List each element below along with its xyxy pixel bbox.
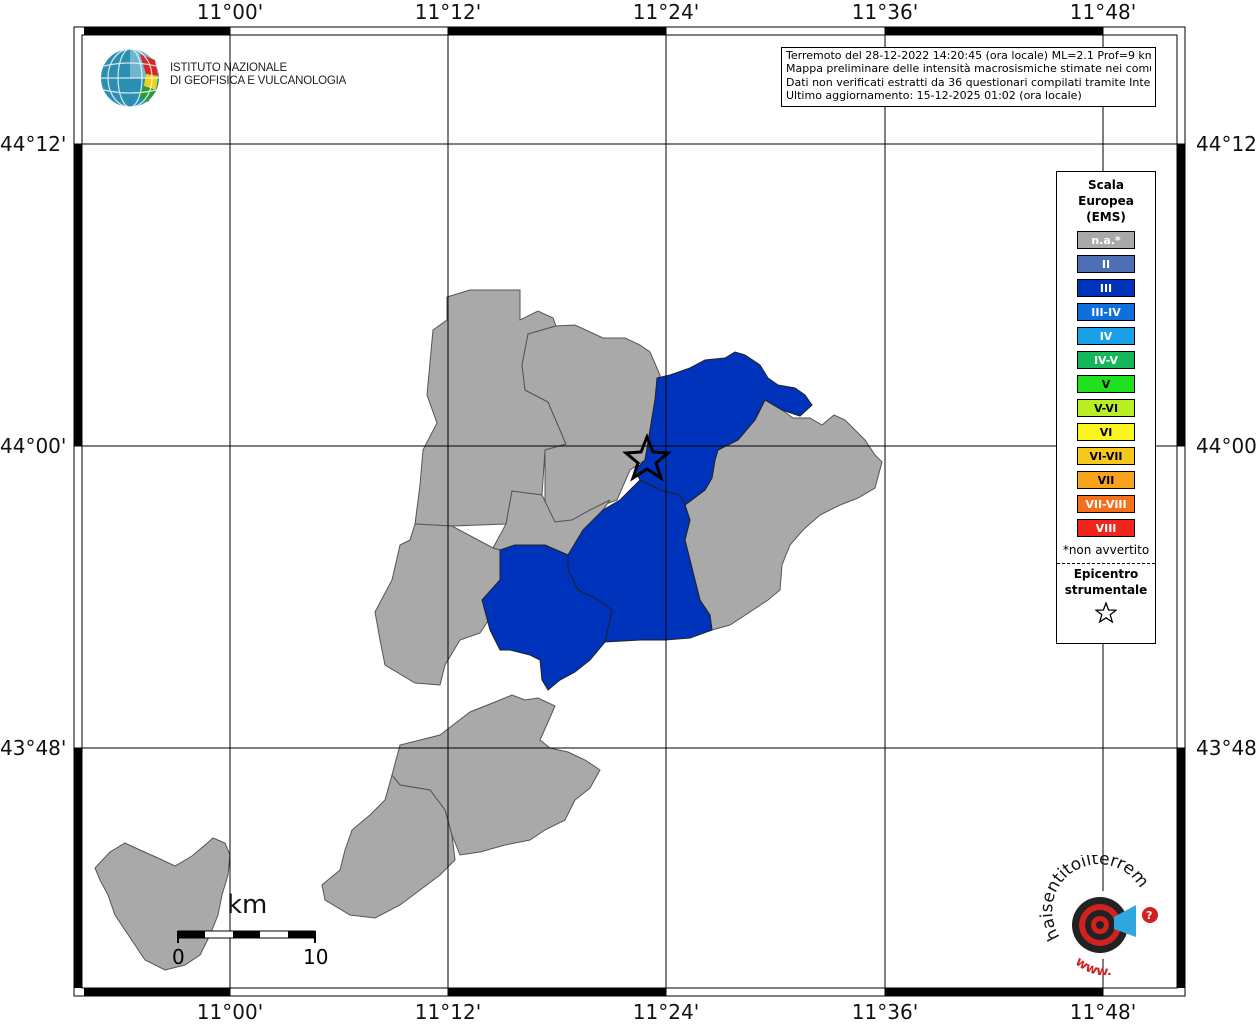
municipality-area	[521, 324, 661, 523]
ingv-name-line2: DI GEOFISICA E VULCANOLOGIA	[170, 75, 347, 87]
municipalities-not-felt	[94, 289, 883, 971]
scale-bar-graphic	[177, 930, 316, 943]
graticule	[74, 27, 1185, 996]
svg-text:?: ?	[1146, 909, 1152, 922]
scale-ten-label: 10	[303, 945, 329, 969]
lat-tick-right: 44°00'	[1196, 434, 1258, 458]
municipality-area	[321, 773, 456, 919]
legend-title-line3: (EMS)	[1086, 210, 1126, 224]
lon-tick-top: 11°48'	[1069, 0, 1137, 24]
lon-tick-top: 11°00'	[196, 0, 264, 24]
ems-legend: Scala Europea (EMS) n.a.* II III III-IV IV IV…	[1056, 171, 1156, 644]
legend-item: VII	[1077, 471, 1135, 489]
legend-item: n.a.*	[1077, 231, 1135, 249]
lon-tick-bottom: 11°12'	[414, 1000, 482, 1024]
scale-bar: km 0 10	[170, 890, 340, 980]
legend-note: *non avvertito	[1062, 543, 1150, 557]
lat-tick-right: 43°48'	[1196, 736, 1258, 760]
legend-epicenter-label: Epicentro strumentale	[1057, 566, 1155, 598]
frame-scale-bars	[74, 27, 1185, 996]
legend-item: VII-VIII	[1077, 495, 1135, 513]
info-line-map: Mappa preliminare delle intensità macros…	[786, 62, 1151, 76]
legend-item: V	[1077, 375, 1135, 393]
lon-tick-bottom: 11°36'	[851, 1000, 919, 1024]
info-line-update: Ultimo aggiornamento: 15-12-2025 01:02 (…	[786, 88, 1082, 102]
legend-epicenter-line2: strumentale	[1064, 583, 1148, 597]
legend-item: II	[1077, 255, 1135, 273]
lon-tick-bottom: 11°24'	[632, 1000, 700, 1024]
lon-tick-top: 11°12'	[414, 0, 482, 24]
ingv-name: ISTITUTO NAZIONALE DI GEOFISICA E VULCAN…	[170, 62, 346, 88]
event-info-box: Terremoto del 28-12-2022 14:20:45 (ora l…	[781, 47, 1156, 107]
municipality-area	[481, 544, 613, 691]
municipality-area	[567, 479, 713, 643]
haisentitoilterremoto-logo: ? haisentitoilterremoto.it www.	[1030, 855, 1158, 975]
lon-tick-bottom: 11°00'	[196, 1000, 264, 1024]
lon-tick-top: 11°24'	[632, 0, 700, 24]
legend-item: III-IV	[1077, 303, 1135, 321]
lat-tick-right: 44°12'	[1196, 132, 1258, 156]
lon-tick-bottom: 11°48'	[1069, 1000, 1137, 1024]
legend-item: IV-V	[1077, 351, 1135, 369]
info-line-data: Dati non verificati estratti da 36 quest…	[786, 75, 1151, 89]
lat-tick-left: 44°12'	[0, 132, 67, 156]
scale-unit: km	[227, 890, 268, 920]
scale-zero-label: 0	[172, 945, 185, 969]
municipalities-intensity-iii	[481, 351, 813, 691]
legend-item: III	[1077, 279, 1135, 297]
ingv-globe-logo	[101, 48, 159, 108]
ingv-name-line1: ISTITUTO NAZIONALE	[170, 62, 287, 74]
lon-tick-top: 11°36'	[851, 0, 919, 24]
legend-item: VI	[1077, 423, 1135, 441]
legend-star-icon	[1057, 601, 1155, 628]
lat-tick-left: 44°00'	[0, 434, 67, 458]
info-line-event: Terremoto del 28-12-2022 14:20:45 (ora l…	[786, 49, 1151, 62]
legend-title-line2: Europea	[1078, 194, 1134, 208]
legend-title: Scala Europea (EMS)	[1057, 177, 1155, 225]
legend-item: V-VI	[1077, 399, 1135, 417]
legend-item: IV	[1077, 327, 1135, 345]
epicenter-star-icon	[622, 432, 672, 482]
legend-item: VI-VII	[1077, 447, 1135, 465]
legend-title-line1: Scala	[1087, 178, 1125, 192]
legend-epicenter-line1: Epicentro	[1073, 567, 1139, 581]
lat-tick-left: 43°48'	[0, 736, 67, 760]
legend-separator	[1057, 563, 1155, 564]
legend-item: VIII	[1077, 519, 1135, 537]
legend-items: n.a.* II III III-IV IV IV-V V V-VI VI VI-VII VII VI…	[1057, 231, 1155, 537]
